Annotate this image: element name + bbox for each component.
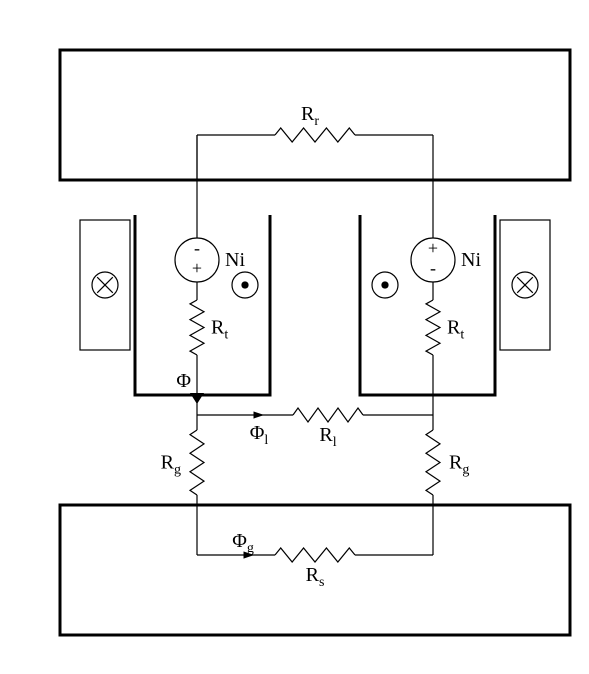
svg-text:Rg: Rg (161, 452, 181, 478)
svg-text:Rr: Rr (301, 103, 319, 129)
svg-text:Φl: Φl (250, 422, 269, 448)
svg-text:Rs: Rs (306, 564, 325, 590)
svg-text:-: - (194, 238, 200, 258)
svg-text:Rt: Rt (447, 317, 464, 343)
svg-text:Ni: Ni (461, 249, 481, 271)
svg-text:Rg: Rg (449, 452, 469, 478)
svg-text:Rt: Rt (211, 317, 228, 343)
svg-text:Φ: Φ (176, 370, 191, 392)
svg-text:+: + (192, 258, 202, 278)
svg-text:Φg: Φg (232, 530, 254, 556)
svg-text:+: + (428, 238, 438, 258)
svg-text:Ni: Ni (225, 249, 245, 271)
svg-text:Rl: Rl (319, 424, 336, 450)
svg-text:-: - (430, 258, 436, 278)
